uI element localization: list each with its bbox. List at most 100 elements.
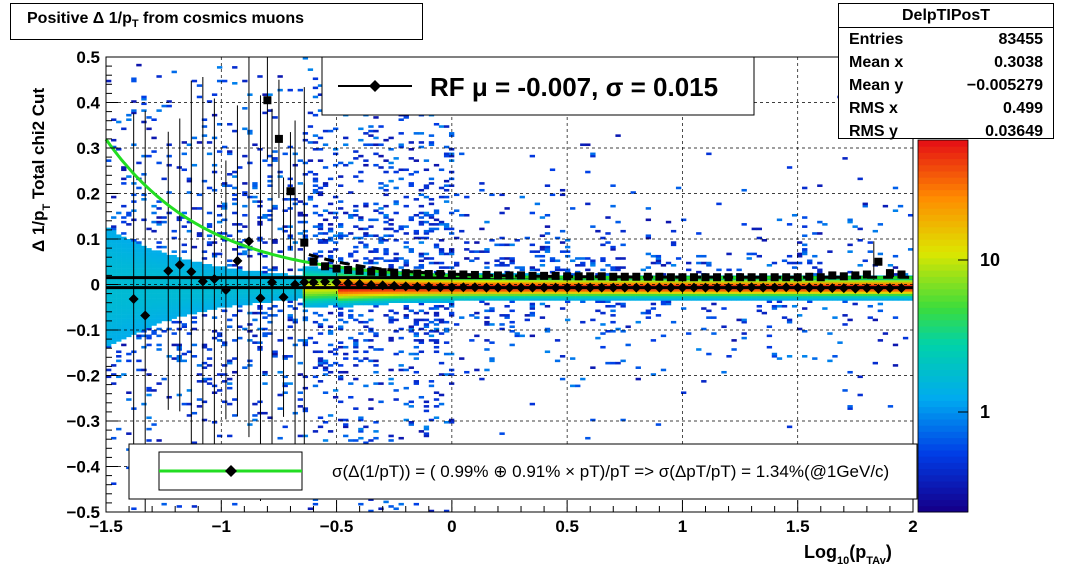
heatmap-cell — [388, 179, 394, 183]
heatmap-cell — [312, 77, 319, 81]
heatmap-cell — [393, 186, 399, 190]
heatmap-cell — [247, 423, 253, 426]
heatmap-cell — [353, 209, 359, 212]
heatmap-cell — [423, 232, 430, 235]
heatmap-cell — [353, 300, 359, 303]
heatmap-cell — [141, 309, 147, 313]
heatmap-cell — [242, 273, 248, 276]
heatmap-cell — [307, 336, 314, 340]
heatmap-cell — [464, 289, 470, 292]
heatmap-cell — [247, 311, 253, 315]
colorbar-segment — [918, 462, 968, 470]
mean-point — [527, 282, 538, 293]
colorbar-segment — [918, 171, 968, 178]
mean-point — [220, 284, 231, 295]
colorbar-segment — [918, 394, 968, 401]
heatmap-cell — [423, 229, 430, 233]
heatmap-cell — [635, 291, 641, 294]
heatmap-cell — [796, 254, 803, 258]
heatmap-cell — [181, 289, 187, 292]
heatmap-cell — [373, 218, 379, 222]
heatmap-cell — [741, 318, 747, 322]
heatmap-cell — [106, 234, 112, 238]
heatmap-cell — [106, 291, 112, 294]
heatmap-cell — [670, 243, 677, 247]
heatmap-cell — [564, 295, 571, 299]
heatmap-cell — [696, 348, 702, 351]
heatmap-cell — [842, 291, 848, 294]
heatmap-cell — [322, 293, 329, 297]
heatmap-cell — [398, 168, 404, 172]
heatmap-cell — [907, 284, 914, 288]
heatmap-cell — [116, 302, 122, 306]
heatmap-cell — [232, 357, 238, 360]
heatmap-cell — [216, 213, 223, 217]
heatmap-cell — [570, 295, 576, 299]
colorbar-segment — [918, 177, 968, 184]
stats-box: DelpTIPosT Entries 83455 Mean x 0.3038 Mean … — [838, 3, 1054, 140]
heatmap-cell — [741, 279, 747, 283]
heatmap-cell — [121, 325, 127, 329]
heatmap-cell — [181, 300, 187, 303]
heatmap-cell — [206, 300, 213, 303]
heatmap-cell — [665, 261, 672, 265]
mean-point — [504, 282, 515, 293]
heatmap-cell — [121, 257, 127, 260]
heatmap-cell — [312, 289, 319, 292]
sigma-point — [586, 272, 595, 281]
heatmap-cell — [701, 291, 707, 294]
heatmap-cell — [338, 282, 344, 285]
heatmap-cell — [307, 170, 314, 174]
heatmap-cell — [156, 223, 162, 226]
heatmap-cell — [196, 364, 203, 367]
heatmap-cell — [317, 282, 324, 285]
heatmap-cell — [544, 327, 551, 331]
heatmap-cell — [227, 234, 233, 238]
heatmap-cell — [741, 332, 747, 335]
heatmap-cell — [161, 254, 167, 258]
heatmap-cell — [766, 289, 773, 292]
heatmap-cell — [817, 295, 823, 299]
heatmap-cell — [146, 427, 152, 431]
heatmap-cell — [312, 498, 319, 501]
heatmap-cell — [438, 304, 445, 308]
heatmap-cell — [348, 293, 354, 297]
heatmap-cell — [242, 250, 248, 253]
heatmap-cell — [686, 293, 692, 297]
heatmap-cell — [216, 291, 223, 294]
heatmap-cell — [116, 284, 122, 288]
heatmap-cell — [116, 266, 122, 269]
heatmap-cell — [746, 298, 752, 301]
heatmap-cell — [272, 239, 278, 242]
heatmap-cell — [857, 284, 863, 288]
heatmap-cell — [242, 279, 248, 283]
colorbar-segment — [918, 276, 968, 284]
heatmap-cell — [822, 282, 828, 285]
heatmap-cell — [519, 334, 525, 338]
heatmap-cell — [771, 307, 778, 310]
heatmap-cell — [892, 279, 899, 283]
heatmap-cell — [615, 289, 621, 292]
heatmap-cell — [222, 239, 228, 242]
heatmap-cell — [121, 248, 127, 251]
heatmap-cell — [645, 207, 652, 210]
heatmap-cell — [338, 327, 344, 331]
heatmap-cell — [232, 370, 238, 374]
heatmap-cell — [539, 264, 546, 267]
heatmap-cell — [428, 289, 435, 292]
heatmap-cell — [267, 307, 273, 310]
heatmap-cell — [585, 436, 591, 440]
heatmap-cell — [272, 159, 278, 162]
heatmap-cell — [227, 273, 233, 276]
heatmap-cell — [186, 259, 193, 263]
heatmap-cell — [282, 152, 288, 156]
heatmap-cell — [297, 339, 304, 342]
heatmap-cell — [408, 173, 414, 176]
heatmap-cell — [126, 259, 132, 263]
heatmap-cell — [106, 261, 112, 265]
heatmap-cell — [322, 209, 329, 212]
heatmap-cell — [433, 245, 440, 249]
heatmap-cell — [393, 259, 399, 263]
heatmap-cell — [524, 273, 530, 276]
heatmap-cell — [267, 93, 273, 96]
